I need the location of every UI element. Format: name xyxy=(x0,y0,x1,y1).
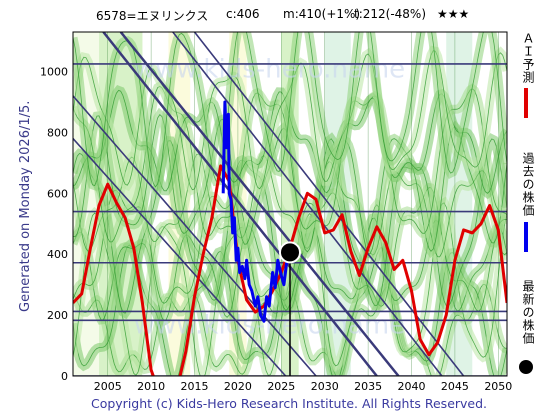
latest-price-marker xyxy=(279,241,301,264)
generated-date-label: Generated on Monday 2026/1/5. xyxy=(18,100,33,312)
y-tick-label: 0 xyxy=(61,370,68,383)
plot-area: www.kids-hero.name www.kids-hero.name xyxy=(73,32,507,376)
current-price: c:406 xyxy=(226,7,260,21)
mid-value: m:410(+1%) xyxy=(283,7,361,21)
target-value: t:212(-48%) xyxy=(354,7,427,21)
trend-channel-line xyxy=(172,32,443,376)
x-tick-label: 2020 xyxy=(224,380,252,393)
trend-channel-line xyxy=(73,138,287,376)
x-tick-label: 2040 xyxy=(398,380,426,393)
chart-legend: ＡＩ予測 過去の株価 最新の株価 xyxy=(510,32,550,382)
plot-frame xyxy=(72,31,508,377)
y-tick-label: 400 xyxy=(47,248,68,261)
x-tick-label: 2045 xyxy=(441,380,469,393)
watermark-text: www.kids-hero.name xyxy=(134,310,405,340)
x-tick-label: 2010 xyxy=(137,380,165,393)
y-tick-label: 600 xyxy=(47,187,68,200)
trend-channel-line xyxy=(73,95,317,376)
y-tick-label: 1000 xyxy=(40,66,68,79)
x-tick-label: 2030 xyxy=(311,380,339,393)
y-tick-label: 200 xyxy=(47,309,68,322)
legend-latest-swatch xyxy=(519,360,533,374)
ticker-name: 6578=エヌリンクス xyxy=(96,9,209,23)
legend-latest-label: 最新の株価 xyxy=(521,280,535,345)
past-price-series-line xyxy=(221,100,292,323)
x-tick-label: 2005 xyxy=(94,380,122,393)
x-tick-label: 2015 xyxy=(181,380,209,393)
trend-channel-line xyxy=(193,32,465,376)
forecast-ribbon-line xyxy=(73,32,507,188)
legend-past-label: 過去の株価 xyxy=(521,152,535,217)
watermark-text: www.kids-hero.name xyxy=(134,55,405,85)
copyright-footer: Copyright (c) Kids-Hero Research Institu… xyxy=(90,396,488,411)
y-tick-label: 800 xyxy=(47,126,68,139)
rating-stars: ★★★ xyxy=(437,7,470,21)
x-tick-label: 2025 xyxy=(267,380,295,393)
legend-forecast-label: ＡＩ予測 xyxy=(521,32,535,84)
chart-header: 6578=エヌリンクス c:406 m:410(+1%) t:212(-48%)… xyxy=(0,7,560,25)
x-tick-label: 2050 xyxy=(484,380,512,393)
trend-channel-line xyxy=(119,32,400,376)
x-tick-label: 2035 xyxy=(354,380,382,393)
trend-channel-line xyxy=(102,32,378,376)
